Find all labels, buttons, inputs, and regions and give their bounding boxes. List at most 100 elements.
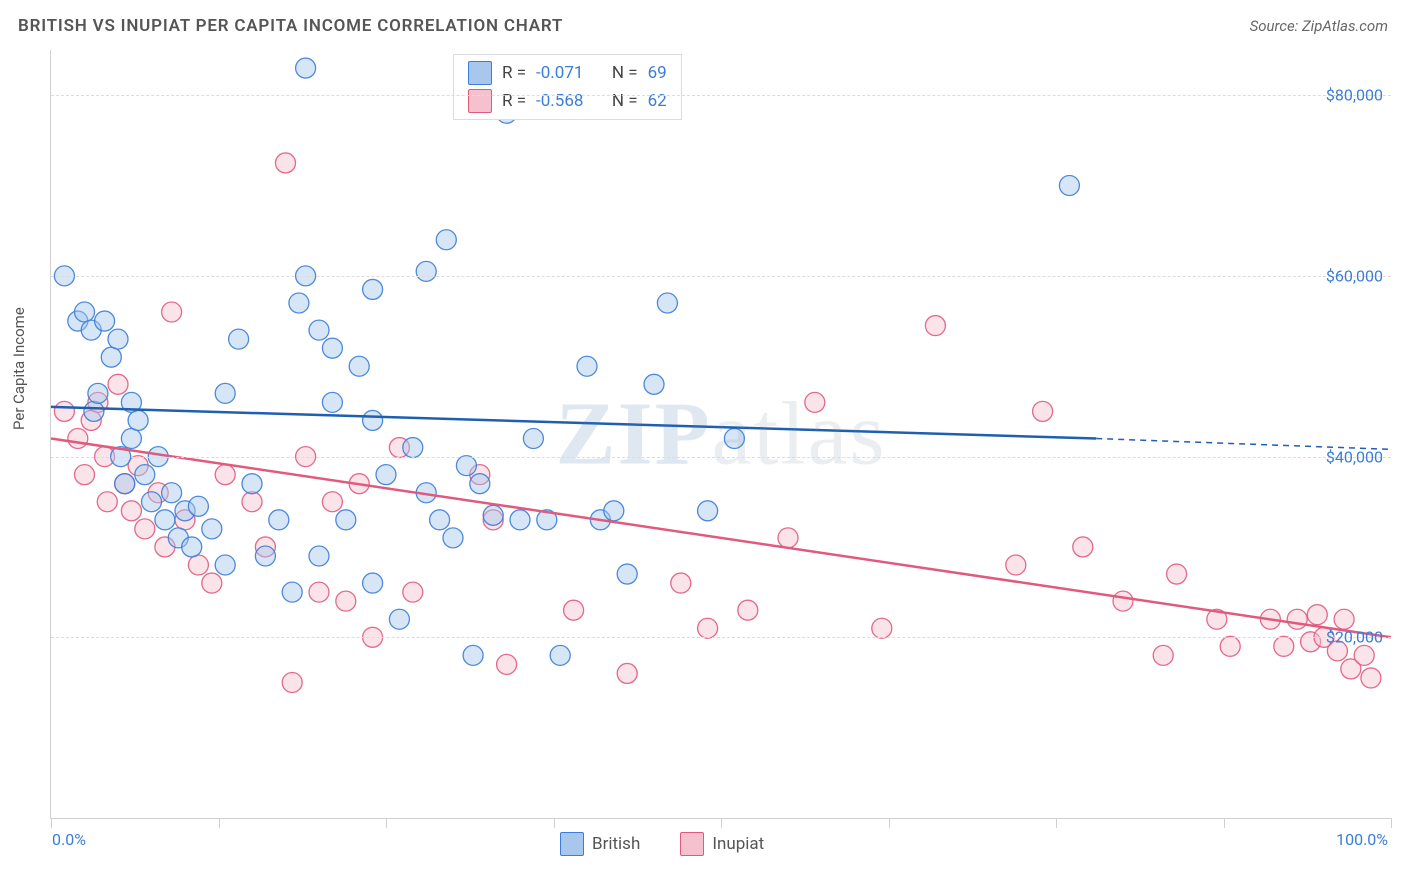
inupiat-point [336, 591, 356, 611]
british-point [215, 383, 235, 403]
british-point [376, 465, 396, 485]
british-point [510, 510, 530, 530]
inupiat-point [1153, 645, 1173, 665]
british-point [698, 501, 718, 521]
british-point [188, 496, 208, 516]
british-point [101, 347, 121, 367]
british-point [108, 329, 128, 349]
inupiat-point [1073, 537, 1093, 557]
inupiat-point [617, 663, 637, 683]
british-point [142, 492, 162, 512]
inupiat-point [276, 153, 296, 173]
inupiat-point [188, 555, 208, 575]
british-point [336, 510, 356, 530]
british-point [296, 58, 316, 78]
y-axis-label: Per Capita Income [10, 307, 28, 430]
british-point [289, 293, 309, 313]
inupiat-point [242, 492, 262, 512]
british-point [550, 645, 570, 665]
british-point [456, 456, 476, 476]
x-tick [51, 818, 52, 828]
gridline [51, 457, 1391, 458]
inupiat-point [564, 600, 584, 620]
british-point [84, 401, 104, 421]
x-tick [1391, 818, 1392, 828]
plot-area: ZIPatlas R = -0.071 N = 69 R = -0.568 N … [50, 50, 1391, 819]
inupiat-point [97, 492, 117, 512]
inupiat-point [282, 672, 302, 692]
british-point [269, 510, 289, 530]
british-point [416, 261, 436, 281]
british-point [121, 429, 141, 449]
legend-series: British Inupiat [560, 832, 764, 856]
r-label: R = [502, 87, 526, 115]
y-tick-label: $40,000 [1326, 447, 1383, 466]
british-point [617, 564, 637, 584]
inupiat-point [872, 618, 892, 638]
inupiat-point [215, 465, 235, 485]
british-point [363, 573, 383, 593]
british-trendline [51, 407, 1096, 439]
british-point [322, 338, 342, 358]
x-tick [1224, 818, 1225, 828]
gridline [51, 95, 1391, 96]
british-point [463, 645, 483, 665]
british-point [229, 329, 249, 349]
inupiat-point [1274, 636, 1294, 656]
legend-label-inupiat: Inupiat [712, 834, 764, 854]
british-point [403, 438, 423, 458]
british-point [135, 465, 155, 485]
british-point [1059, 176, 1079, 196]
inupiat-trendline [51, 439, 1391, 638]
british-point [155, 510, 175, 530]
british-point [604, 501, 624, 521]
n-value-inupiat: 62 [648, 87, 667, 115]
british-point [523, 429, 543, 449]
british-point [242, 474, 262, 494]
n-label: N = [612, 59, 638, 87]
british-point [95, 311, 115, 331]
x-tick [554, 818, 555, 828]
british-point [75, 302, 95, 322]
inupiat-point [1334, 609, 1354, 629]
british-point [389, 609, 409, 629]
british-point [644, 374, 664, 394]
x-tick [721, 818, 722, 828]
y-tick-label: $80,000 [1326, 86, 1383, 105]
inupiat-point [68, 429, 88, 449]
gridline [51, 637, 1391, 638]
n-value-british: 69 [648, 59, 667, 87]
inupiat-point [54, 401, 74, 421]
british-point [430, 510, 450, 530]
inupiat-point [121, 501, 141, 521]
gridline [51, 276, 1391, 277]
inupiat-point [135, 519, 155, 539]
british-point [349, 356, 369, 376]
r-value-british: -0.071 [536, 59, 583, 87]
inupiat-point [738, 600, 758, 620]
inupiat-point [202, 573, 222, 593]
inupiat-point [1354, 645, 1374, 665]
british-point [443, 528, 463, 548]
inupiat-point [162, 302, 182, 322]
inupiat-point [1287, 609, 1307, 629]
inupiat-point [925, 316, 945, 336]
british-point [182, 537, 202, 557]
british-point [128, 410, 148, 430]
inupiat-point [778, 528, 798, 548]
n-label: N = [612, 87, 638, 115]
inupiat-point [403, 582, 423, 602]
british-point [436, 230, 456, 250]
british-point [483, 505, 503, 525]
x-tick [1056, 818, 1057, 828]
source-label: Source: ZipAtlas.com [1250, 17, 1388, 35]
british-point [309, 320, 329, 340]
inupiat-point [805, 392, 825, 412]
inupiat-point [671, 573, 691, 593]
x-axis-max: 100.0% [1336, 830, 1388, 849]
r-label: R = [502, 59, 526, 87]
inupiat-point [1220, 636, 1240, 656]
inupiat-point [1167, 564, 1187, 584]
legend-correlation: R = -0.071 N = 69 R = -0.568 N = 62 [453, 54, 682, 120]
inupiat-point [108, 374, 128, 394]
